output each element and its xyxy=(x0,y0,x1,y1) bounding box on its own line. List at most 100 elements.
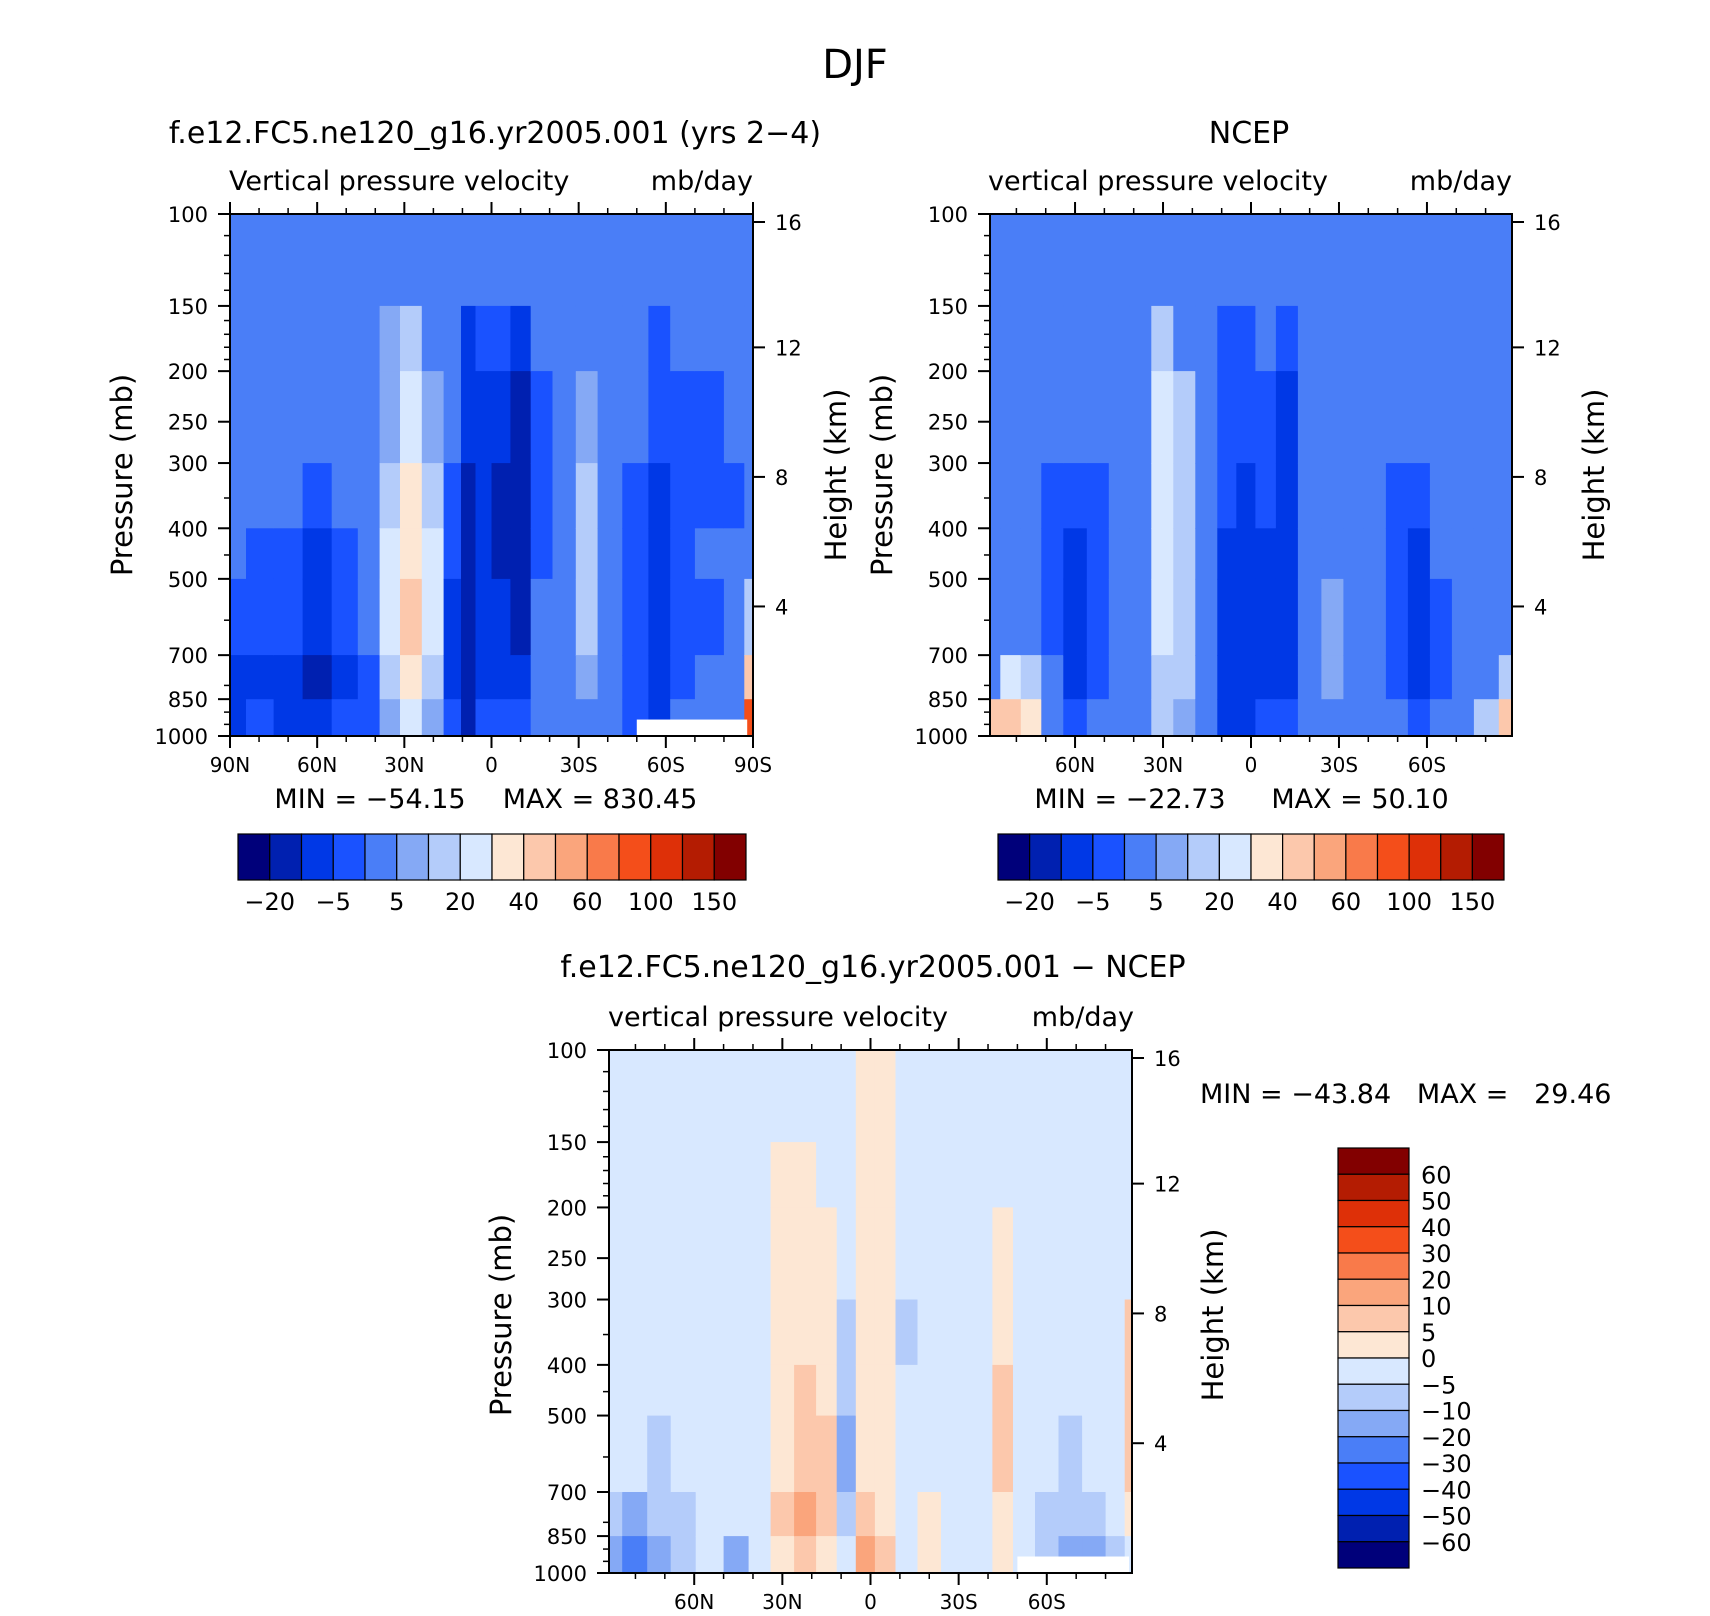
colorbar-tick-label: 40 xyxy=(1267,888,1298,916)
heatmap-cell xyxy=(1020,463,1042,529)
heatmap-cell xyxy=(1321,528,1344,580)
heatmap-cell xyxy=(1363,463,1387,529)
heatmap-cell xyxy=(609,1492,623,1537)
heatmap-cell xyxy=(230,655,247,700)
heatmap-cell xyxy=(1124,1050,1133,1143)
heatmap-cell xyxy=(895,1492,919,1537)
heatmap-cell xyxy=(695,1492,725,1537)
heatmap-cell xyxy=(967,1299,994,1366)
heatmap-cell xyxy=(622,305,650,372)
heatmap-cell xyxy=(491,371,511,464)
panel-ncep-right-subtitle: mb/day xyxy=(1410,166,1512,197)
heatmap-cell xyxy=(609,1536,623,1574)
colorbar-swatch xyxy=(1345,833,1379,881)
heatmap-cell xyxy=(794,1364,817,1417)
heatmap-cell xyxy=(1105,1050,1126,1143)
heatmap-cell xyxy=(597,463,623,529)
heatmap-cell xyxy=(1000,528,1022,580)
heatmap-cell xyxy=(461,463,477,529)
heatmap-cell xyxy=(379,699,401,737)
heatmap-cell xyxy=(1086,699,1110,737)
heatmap-cell xyxy=(816,1207,838,1301)
heatmap-cell xyxy=(1173,655,1196,700)
heatmap-cell xyxy=(1063,371,1088,464)
heatmap-cell xyxy=(895,1050,919,1143)
colorbar-tick-label: 50 xyxy=(1421,1188,1452,1216)
heatmap-cell xyxy=(1217,305,1237,372)
colorbar-swatch xyxy=(1337,1436,1410,1464)
heatmap-cell xyxy=(1013,1207,1036,1301)
colorbar-swatch xyxy=(1337,1252,1410,1280)
heatmap-cell xyxy=(748,1492,772,1537)
heatmap-cell xyxy=(1498,699,1513,737)
heatmap-cell xyxy=(1385,463,1409,529)
heatmap-cell xyxy=(609,1142,623,1208)
heatmap-cell xyxy=(1498,578,1513,656)
x-tick-label: 60S xyxy=(1408,753,1446,777)
colorbar-swatch xyxy=(269,833,303,881)
heatmap-cell xyxy=(530,528,554,580)
heatmap-cell xyxy=(648,371,671,464)
heatmap-cell xyxy=(770,1142,795,1208)
heatmap-cell xyxy=(1041,463,1064,529)
heatmap-cell xyxy=(723,1207,750,1301)
y-tick-label: 100 xyxy=(547,1039,587,1063)
heatmap-cell xyxy=(491,655,511,700)
panel-ncep-title: NCEP xyxy=(1209,116,1289,151)
heatmap-cell xyxy=(552,655,577,700)
heatmap-cell xyxy=(670,578,696,656)
y-tick-label: 250 xyxy=(547,1247,587,1271)
heatmap-cell xyxy=(1217,699,1237,737)
heatmap-cell xyxy=(622,1492,648,1537)
colorbar-swatch xyxy=(1060,833,1094,881)
heatmap-cell xyxy=(1407,305,1431,372)
heatmap-cell xyxy=(770,1207,795,1301)
heatmap-cell xyxy=(1255,578,1277,656)
heatmap-cell xyxy=(1363,371,1387,464)
heatmap-cell xyxy=(1297,699,1322,737)
heatmap-cell xyxy=(1297,305,1322,372)
heatmap-cell xyxy=(1451,655,1475,700)
heatmap-cell xyxy=(1058,1364,1083,1417)
heatmap-cell xyxy=(794,1142,817,1208)
heatmap-cell xyxy=(400,528,423,580)
heatmap-cell xyxy=(770,1415,795,1493)
heatmap-cell xyxy=(461,578,477,656)
heatmap-cell xyxy=(1255,699,1277,737)
panel-ncep: NCEP vertical pressure velocity mb/day 1… xyxy=(865,116,1611,916)
heatmap-cell xyxy=(723,305,745,372)
heatmap-cell xyxy=(1473,528,1500,580)
heatmap-cell xyxy=(1124,1299,1133,1366)
heatmap-cell xyxy=(967,1492,994,1537)
heatmap-cell xyxy=(1407,371,1431,464)
heatmap-cell xyxy=(1000,305,1022,372)
heatmap-cell xyxy=(331,305,359,372)
heatmap-cell xyxy=(575,305,599,372)
y2-tick-label: 12 xyxy=(775,336,802,360)
heatmap-cell xyxy=(246,463,275,529)
colorbar-tick-label: −40 xyxy=(1421,1476,1472,1504)
heatmap-cell xyxy=(855,1050,876,1143)
heatmap-cell xyxy=(443,371,462,464)
heatmap-cell xyxy=(836,1364,857,1417)
colorbar-swatch xyxy=(1282,833,1315,881)
heatmap-cell xyxy=(1236,214,1256,307)
y-tick-label: 1000 xyxy=(915,725,968,749)
heatmap-cell xyxy=(695,1536,725,1574)
heatmap-cell xyxy=(1275,463,1299,529)
colorbar-tick-label: 10 xyxy=(1421,1293,1452,1321)
panel-ncep-ylabel: Pressure (mb) xyxy=(865,374,899,576)
y-tick-label: 300 xyxy=(928,452,968,476)
x-tick-label: 60S xyxy=(1028,1590,1066,1614)
heatmap-cell xyxy=(967,1415,994,1493)
heatmap-cell xyxy=(302,528,333,580)
colorbar-swatch xyxy=(427,833,461,881)
x-tick-label: 60N xyxy=(674,1590,714,1614)
heatmap-cell xyxy=(1035,1415,1060,1493)
heatmap-cell xyxy=(530,305,554,372)
heatmap-cell xyxy=(990,371,1001,464)
heatmap-cell xyxy=(331,371,359,464)
heatmap-cell xyxy=(1000,578,1022,656)
heatmap-cell xyxy=(917,1299,942,1366)
